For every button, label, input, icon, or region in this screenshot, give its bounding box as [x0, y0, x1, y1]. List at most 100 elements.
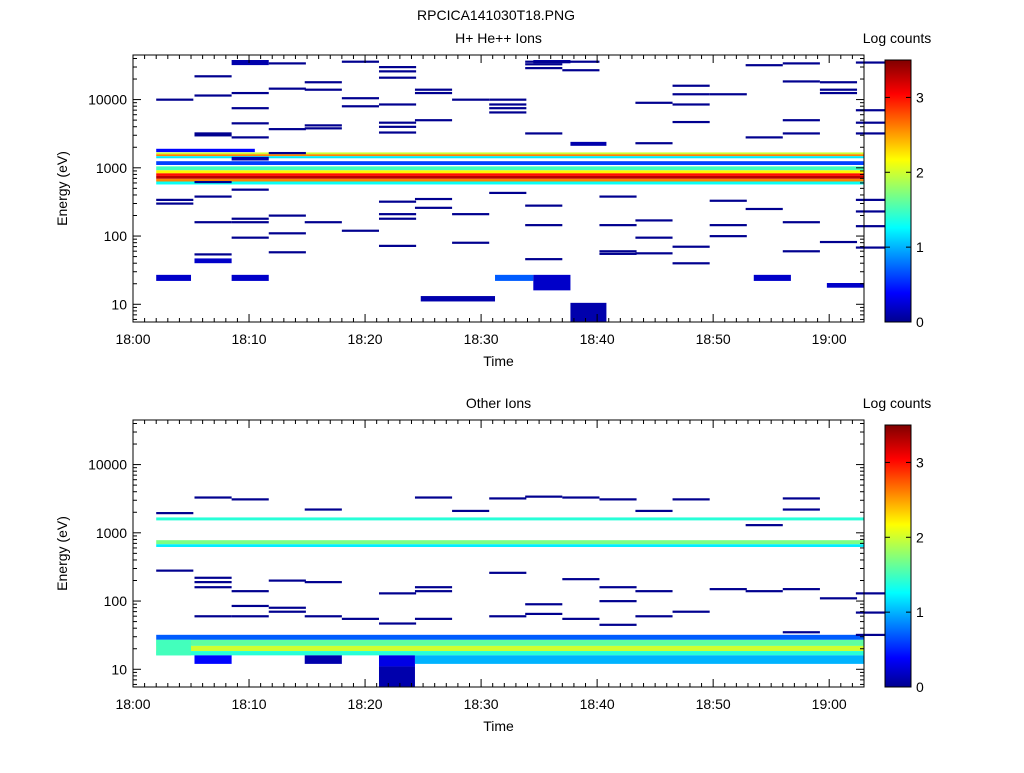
y-tick-label: 100: [104, 228, 128, 244]
data-line: [635, 252, 673, 255]
data-cell: [156, 178, 864, 182]
data-line: [782, 250, 820, 253]
data-line: [562, 60, 600, 63]
data-line: [268, 62, 306, 65]
data-line: [156, 198, 194, 201]
data-line: [672, 93, 710, 96]
data-line: [268, 128, 306, 131]
y-tick-label: 10000: [88, 92, 127, 108]
data-line: [855, 109, 894, 112]
x-tick-label: 18:40: [580, 331, 615, 347]
data-line: [635, 101, 673, 104]
data-line: [194, 180, 232, 184]
colorbar-label: Log counts: [863, 30, 932, 46]
data-line: [268, 232, 306, 235]
data-line: [231, 122, 269, 125]
x-tick-label: 18:00: [115, 331, 150, 347]
data-line: [231, 498, 269, 501]
data-cell: [156, 274, 192, 281]
data-line: [231, 107, 269, 110]
colorbar: [884, 424, 912, 688]
y-tick-label: 10000: [88, 457, 127, 473]
data-line: [562, 617, 600, 620]
x-tick-label: 18:20: [348, 331, 383, 347]
x-tick-label: 18:10: [232, 696, 267, 712]
data-line: [156, 569, 194, 572]
data-line: [709, 199, 747, 202]
data-line: [782, 588, 820, 591]
data-line: [304, 81, 342, 84]
data-line: [525, 258, 563, 261]
data-cell: [570, 302, 607, 322]
data-line: [819, 240, 858, 244]
data-line: [231, 590, 269, 593]
data-cell: [231, 274, 269, 281]
data-line: [489, 497, 527, 500]
data-line: [378, 217, 417, 220]
data-line: [709, 588, 747, 591]
data-cell: [156, 148, 255, 153]
data-line: [231, 604, 269, 608]
data-line: [378, 200, 417, 203]
data-line: [156, 98, 194, 101]
data-line: [782, 132, 820, 135]
data-cell: [378, 666, 415, 687]
data-line: [782, 508, 820, 511]
data-line: [378, 622, 417, 625]
data-line: [672, 245, 710, 248]
data-cell: [378, 655, 415, 667]
data-line: [782, 497, 820, 500]
colorbar-tick-label: 2: [916, 164, 924, 180]
data-cell: [156, 639, 192, 656]
data-line: [414, 496, 453, 499]
data-cell: [231, 60, 269, 66]
data-line: [745, 207, 783, 211]
data-cell: [156, 181, 864, 185]
data-line: [268, 579, 306, 582]
data-line: [194, 615, 232, 618]
x-tick-label: 18:10: [232, 331, 267, 347]
x-tick-label: 19:00: [812, 331, 847, 347]
data-line: [268, 610, 306, 613]
data-cell: [156, 540, 864, 545]
data-line: [378, 592, 417, 595]
data-line: [672, 262, 710, 265]
data-line: [414, 586, 453, 589]
data-line: [855, 198, 894, 201]
data-line: [635, 236, 673, 239]
colorbar-tick-label: 0: [916, 314, 924, 330]
data-line: [782, 119, 820, 122]
data-line: [194, 576, 232, 579]
data-line: [525, 224, 563, 227]
data-line: [635, 142, 673, 145]
panel-other-ions: 18:00 18:10 18:20 18:30 18:40 18:50 19:0010100…: [54, 395, 931, 734]
data-line: [231, 236, 269, 239]
data-cell: [156, 639, 864, 646]
colorbar-tick-label: 3: [916, 89, 924, 105]
data-line: [525, 132, 563, 135]
data-line: [635, 615, 673, 618]
data-line: [304, 615, 342, 618]
data-line: [304, 127, 342, 130]
data-line: [489, 103, 527, 106]
data-line: [378, 131, 417, 134]
data-line: [194, 253, 232, 256]
data-line: [709, 235, 747, 238]
data-line: [378, 121, 417, 124]
x-tick-label: 18:50: [696, 331, 731, 347]
figure-title: RPCICA141030T18.PNG: [417, 7, 575, 23]
data-line: [635, 219, 673, 222]
data-line: [231, 188, 269, 191]
colorbar-tick-label: 2: [916, 529, 924, 545]
data-line: [599, 586, 637, 589]
data-line: [194, 134, 232, 137]
data-line: [378, 103, 417, 106]
data-line: [562, 496, 600, 499]
data-line: [672, 498, 710, 501]
data-line: [452, 213, 490, 216]
data-line: [525, 63, 563, 66]
data-line: [599, 600, 637, 603]
data-line: [745, 524, 783, 527]
colorbar-tick-label: 3: [916, 454, 924, 470]
